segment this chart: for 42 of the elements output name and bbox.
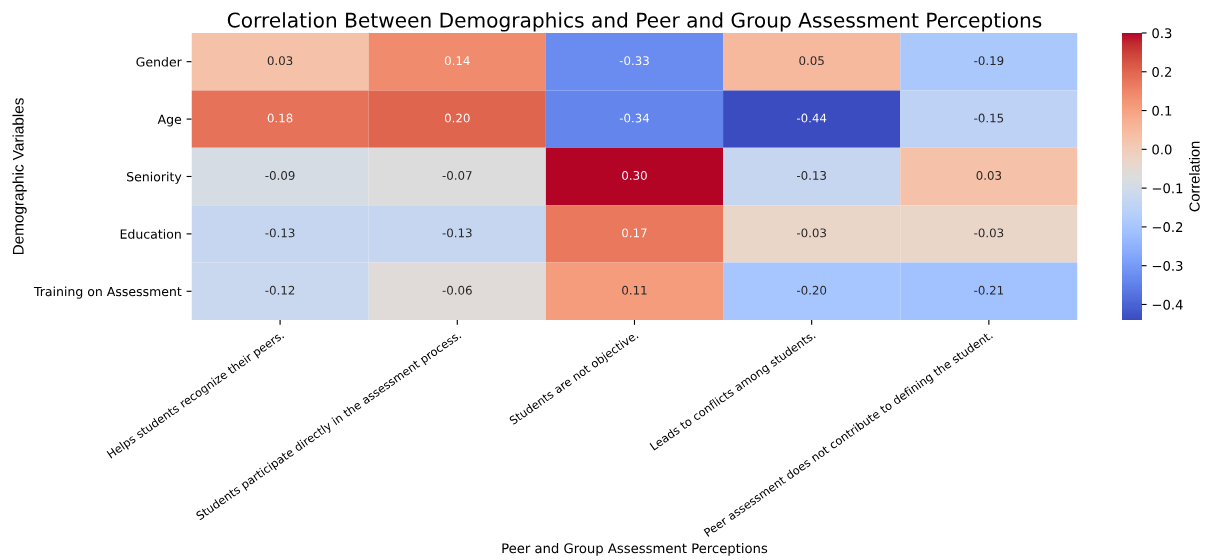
color-bar-label: −0.2 [1152, 222, 1183, 233]
data-label: -0.44 [796, 113, 827, 123]
y-tick-label: Age [157, 114, 182, 127]
color-bar-label: 0.2 [1152, 66, 1172, 77]
y-tick-label: Gender [136, 56, 182, 67]
data-label: -0.21 [974, 285, 1004, 295]
color-bar-title: Correlation [1189, 141, 1200, 212]
data-label: -0.13 [796, 170, 826, 180]
data-label: -0.12 [265, 285, 295, 295]
x-axis-title: Peer and Group Assessment Perceptions [502, 542, 768, 556]
data-label: 0.14 [444, 56, 470, 66]
data-label: -0.19 [974, 56, 1004, 66]
data-label: -0.07 [442, 170, 472, 180]
data-label: 0.03 [267, 56, 293, 66]
data-label: 0.18 [267, 113, 293, 123]
color-bar-label: −0.3 [1152, 260, 1183, 271]
data-label: 0.03 [976, 170, 1002, 180]
data-label: -0.03 [796, 228, 826, 238]
data-label: -0.13 [442, 228, 472, 238]
data-label: -0.06 [442, 285, 472, 295]
color-bar-label: 0.1 [1152, 105, 1172, 116]
color-bar-label: 0.0 [1152, 144, 1172, 155]
y-tick-label: Training on Assessment [33, 286, 182, 299]
data-label: 0.20 [444, 113, 470, 123]
data-label: -0.09 [265, 170, 295, 180]
chart-title: Correlation Between Demographics and Peer and Group Assessment Perceptions [227, 12, 1042, 32]
y-axis-title: Demographic Variables [12, 98, 27, 255]
y-tick-label: Education [120, 229, 181, 239]
data-label: 0.05 [799, 56, 824, 66]
data-label: 0.11 [622, 285, 647, 295]
color-bar-label: −0.1 [1152, 183, 1183, 194]
color-bar-label: −0.4 [1152, 299, 1183, 310]
y-tick-label: Seniority [127, 171, 182, 184]
data-label: -0.34 [619, 113, 650, 123]
data-label: 0.17 [622, 228, 647, 238]
data-label: -0.20 [796, 285, 827, 295]
data-label: 0.30 [622, 170, 647, 180]
data-label: -0.03 [974, 228, 1004, 238]
data-label: -0.13 [265, 228, 295, 238]
data-label: -0.15 [974, 113, 1004, 123]
data-label: -0.33 [619, 56, 649, 66]
color-bar-label: 0.3 [1152, 28, 1172, 39]
